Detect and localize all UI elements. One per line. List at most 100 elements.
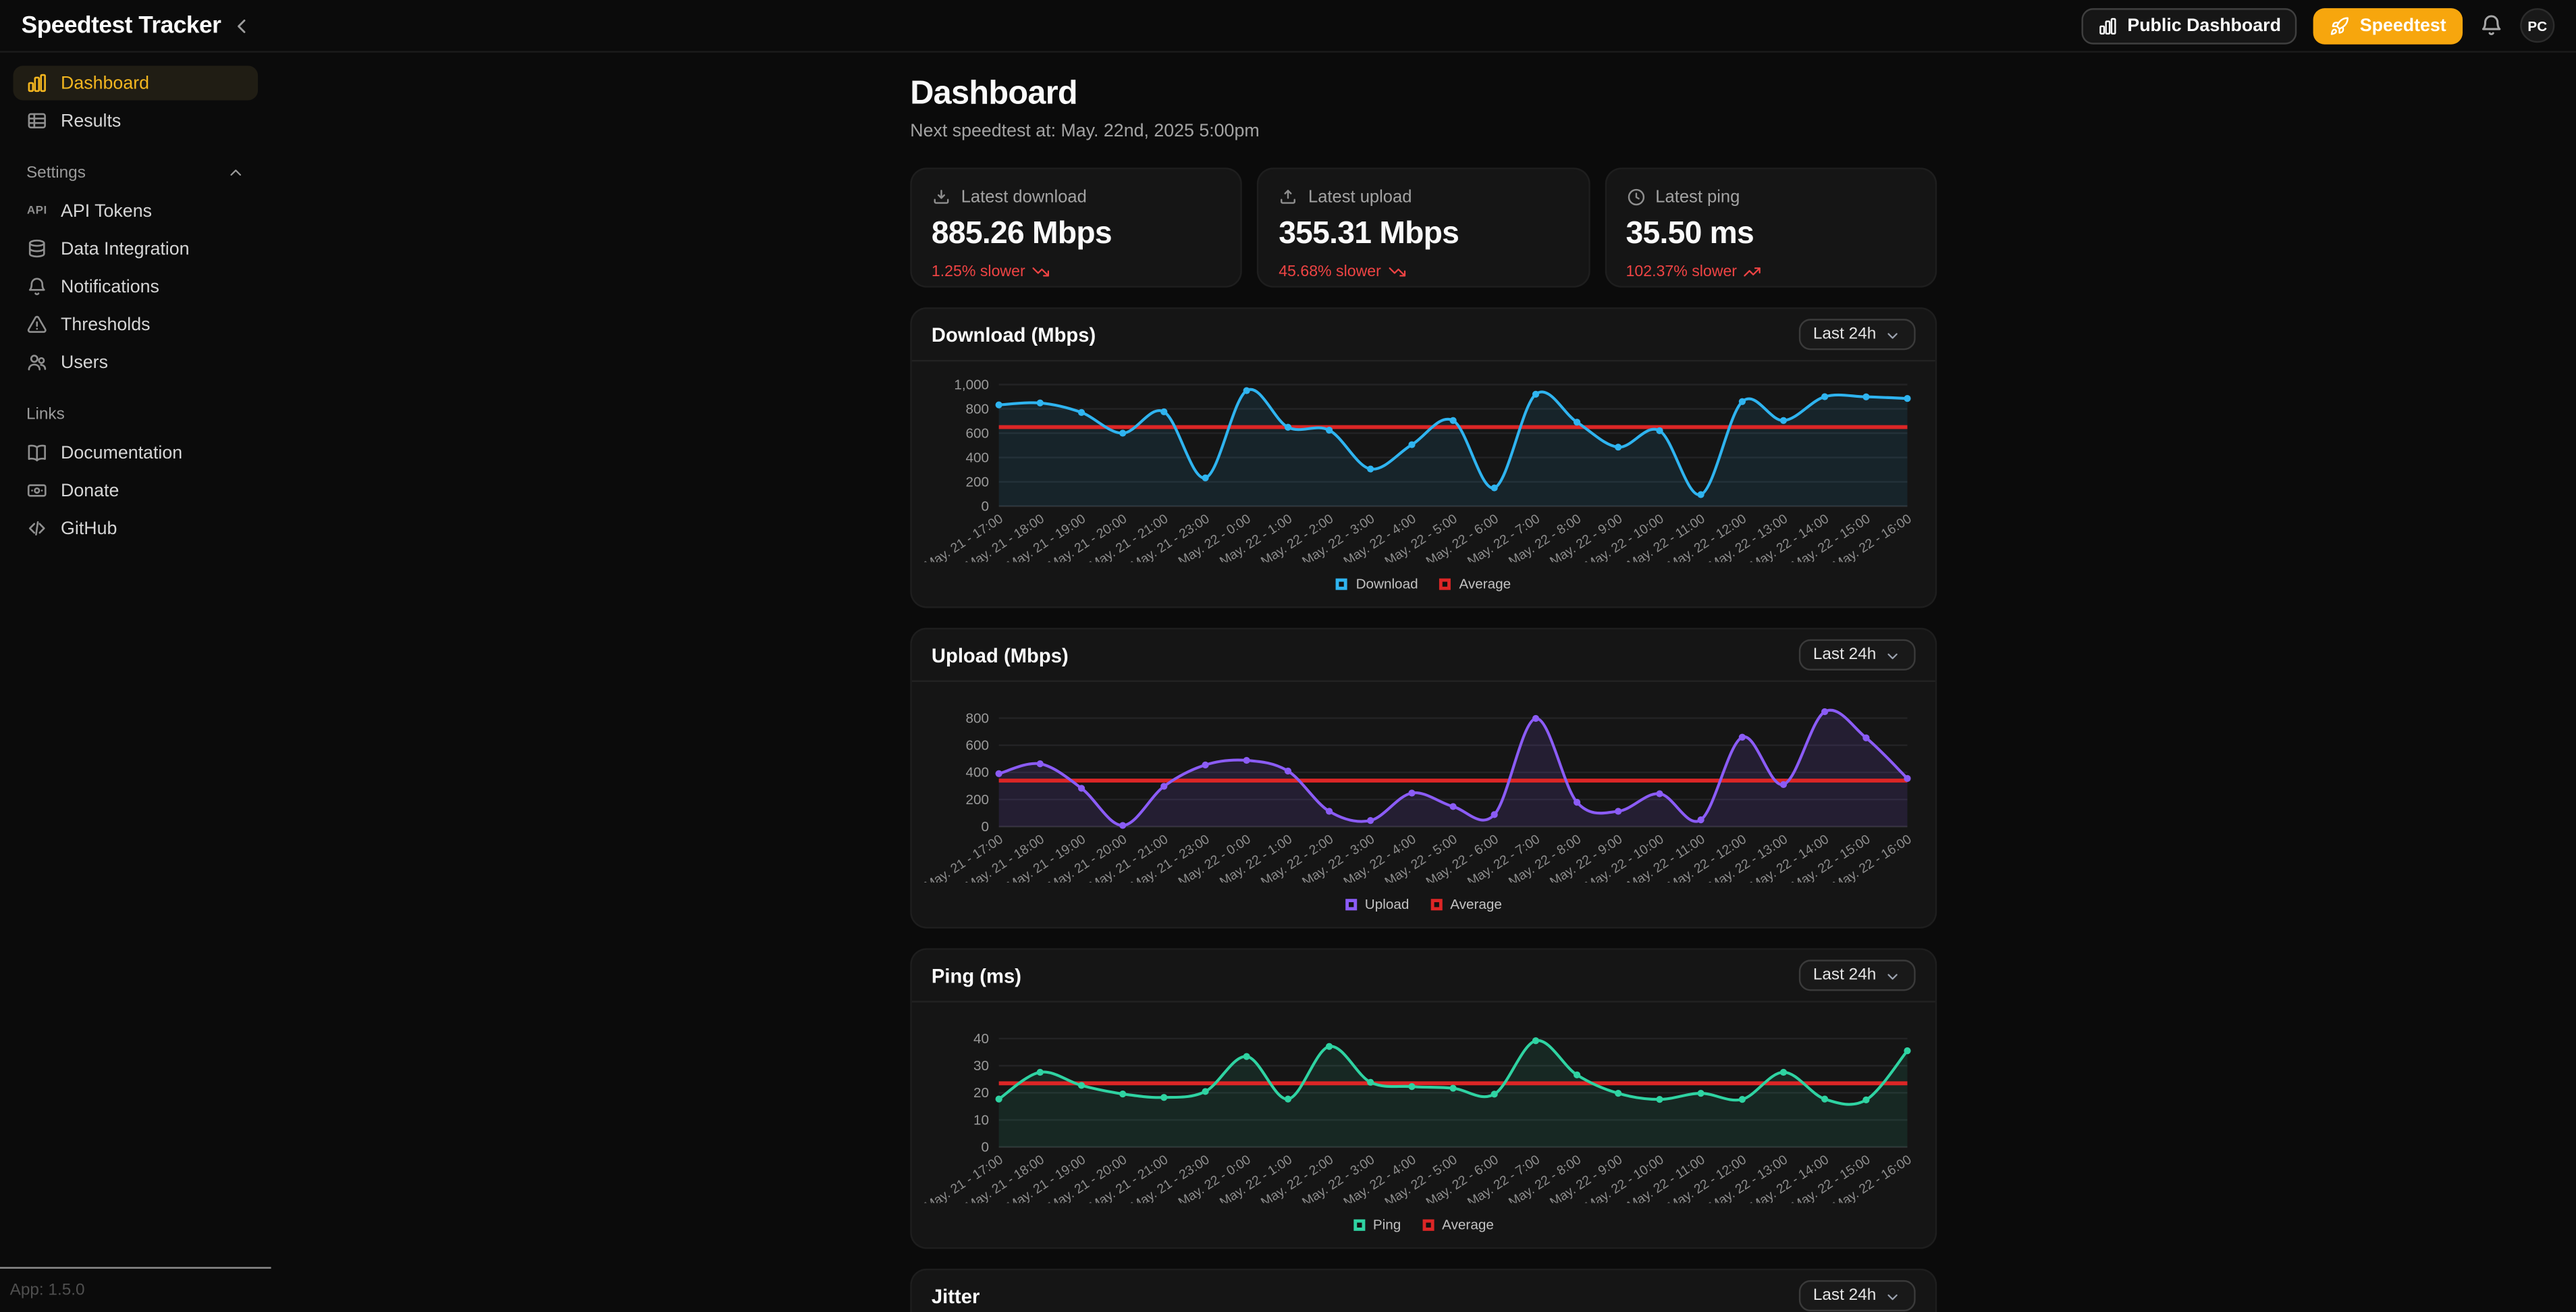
bar-chart-icon [26,72,48,94]
chart-plot-download[interactable]: 02004006008001,000May. 21 - 17:00May. 21… [912,361,1937,562]
chart-plot-upload[interactable]: 0200400600800May. 21 - 17:00May. 21 - 18… [912,682,1937,883]
banknote-icon [26,480,48,502]
stat-value: 355.31 Mbps [1279,219,1568,250]
links-group-label: Links [26,406,65,424]
code-icon [26,518,48,540]
trending-down-icon [1388,263,1406,281]
legend-item-average[interactable]: Average [1422,1218,1494,1232]
alert-triangle-icon [26,314,48,336]
range-selector-download[interactable]: Last 24h [1798,319,1916,350]
chart-header: JitterLast 24h [912,1270,1935,1312]
stats-row: Latest download 885.26 Mbps 1.25% slower [910,167,1937,288]
legend-item-download[interactable]: Download [1336,577,1418,592]
notifications-bell-button[interactable] [2479,13,2504,38]
sidebar-item-dashboard[interactable]: Dashboard [13,65,258,100]
svg-text:0: 0 [982,498,989,514]
svg-text:0: 0 [982,819,989,835]
legend-label: Average [1442,1218,1494,1232]
svg-text:20: 20 [973,1085,989,1101]
api-badge-icon: API [26,201,48,222]
speedtest-button[interactable]: Speedtest [2314,7,2463,44]
sidebar-item-donate[interactable]: Donate [13,473,258,508]
svg-text:40: 40 [973,1031,989,1047]
range-label: Last 24h [1813,1287,1876,1305]
svg-text:200: 200 [966,792,990,808]
stat-card-latest-ping: Latest ping 35.50 ms 102.37% slower [1605,167,1937,288]
stat-card-latest-upload: Latest upload 355.31 Mbps 45.68% slower [1258,167,1590,288]
legend-label: Upload [1365,897,1410,912]
app-version: App: 1.5.0 [0,1269,271,1312]
svg-text:200: 200 [966,474,990,490]
sidebar-item-label: GitHub [61,519,117,538]
sidebar-item-documentation[interactable]: Documentation [13,436,258,470]
legend-chip [1353,1219,1365,1231]
svg-text:400: 400 [966,765,990,781]
legend-chip [1430,899,1442,910]
legend-label: Download [1356,577,1418,592]
range-selector-ping[interactable]: Last 24h [1798,960,1916,991]
sidebar: Dashboard Results Settings API API Token… [0,53,271,1312]
chart-card-ping: Ping (ms)Last 24h010203040May. 21 - 17:0… [910,948,1937,1249]
user-avatar[interactable]: PC [2520,8,2554,43]
legend-item-upload[interactable]: Upload [1345,897,1410,912]
svg-text:10: 10 [973,1112,989,1128]
sidebar-item-label: Donate [61,481,119,500]
sidebar-item-label: Users [61,352,108,372]
legend-label: Ping [1373,1218,1401,1232]
sidebar-item-users[interactable]: Users [13,345,258,379]
legend-item-average[interactable]: Average [1430,897,1502,912]
sidebar-item-data-integration[interactable]: Data Integration [13,232,258,266]
topbar-actions: Public Dashboard Speedtest PC [2081,7,2554,44]
app-title: Speedtest Tracker [22,12,221,38]
next-speedtest-subtitle: Next speedtest at: May. 22nd, 2025 5:00p… [910,122,1937,141]
sidebar-item-thresholds[interactable]: Thresholds [13,307,258,342]
sidebar-collapse-button[interactable] [228,13,254,39]
sidebar-item-label: Dashboard [61,73,149,93]
settings-group-label: Settings [26,164,86,182]
stat-card-latest-download: Latest download 885.26 Mbps 1.25% slower [910,167,1242,288]
table-icon [26,110,48,132]
legend-label: Average [1459,577,1511,592]
topbar: Speedtest Tracker Public Dashboard Speed… [0,0,2576,53]
stat-delta: 1.25% slower [932,263,1221,281]
legend-chip [1336,579,1347,590]
clock-icon [1626,187,1645,207]
svg-text:600: 600 [966,737,990,753]
chart-title-download: Download (Mbps) [932,323,1096,346]
sidebar-group-links: Links [13,406,258,424]
book-open-icon [26,442,48,464]
sidebar-item-api-tokens[interactable]: API API Tokens [13,194,258,228]
svg-text:600: 600 [966,425,990,441]
chevron-up-icon[interactable] [227,164,245,182]
legend-item-average[interactable]: Average [1439,577,1511,592]
chart-card-upload: Upload (Mbps)Last 24h0200400600800May. 2… [910,628,1937,928]
range-selector-upload[interactable]: Last 24h [1798,639,1916,671]
stat-delta: 45.68% slower [1279,263,1568,281]
bell-icon [2479,13,2504,38]
legend-label: Average [1450,897,1502,912]
page-title: Dashboard [910,76,1937,113]
sidebar-item-label: API Tokens [61,201,152,221]
sidebar-item-github[interactable]: GitHub [13,511,258,546]
chevron-left-icon [230,15,253,38]
chart-legend: Upload Average [912,883,1935,927]
sidebar-item-label: Documentation [61,443,182,463]
public-dashboard-label: Public Dashboard [2127,16,2281,35]
stat-value: 35.50 ms [1626,219,1915,250]
public-dashboard-button[interactable]: Public Dashboard [2081,7,2297,44]
sidebar-item-label: Notifications [61,277,159,296]
chart-header: Upload (Mbps)Last 24h [912,629,1935,682]
sidebar-item-results[interactable]: Results [13,103,258,138]
chart-card-download: Download (Mbps)Last 24h02004006008001,00… [910,307,1937,608]
sidebar-footer: App: 1.5.0 [0,1267,271,1312]
range-selector-jitter[interactable]: Last 24h [1798,1280,1916,1311]
chart-plot-ping[interactable]: 010203040May. 21 - 17:00May. 21 - 18:00M… [912,1003,1937,1203]
svg-text:400: 400 [966,450,990,465]
legend-item-ping[interactable]: Ping [1353,1218,1401,1232]
chart-legend: Ping Average [912,1203,1935,1247]
sidebar-item-notifications[interactable]: Notifications [13,269,258,304]
charts-column: Download (Mbps)Last 24h02004006008001,00… [910,307,1937,1312]
range-label: Last 24h [1813,966,1876,985]
bar-chart-icon [2098,16,2118,35]
svg-text:0: 0 [982,1140,989,1155]
